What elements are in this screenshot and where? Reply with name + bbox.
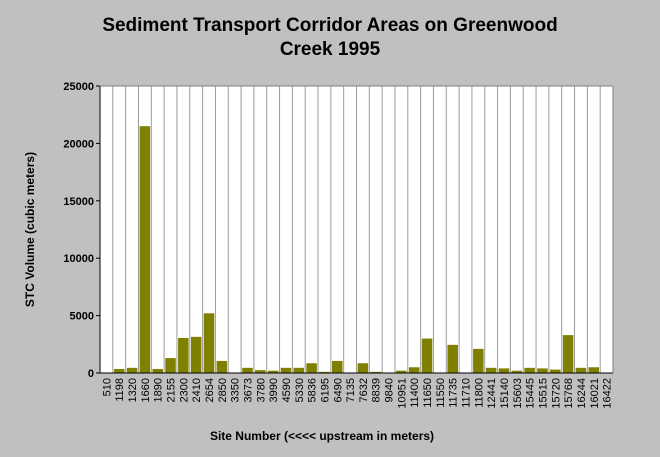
bar-16244: [575, 367, 587, 373]
x-tick-label: 15720: [550, 378, 562, 409]
x-tick-label: 11735: [448, 378, 460, 408]
bar-1320: [126, 367, 138, 373]
bar-2850: [216, 360, 228, 373]
x-tick-label: 6490: [332, 378, 344, 402]
bar-15140: [498, 368, 510, 373]
y-tick-label: 0: [88, 368, 94, 380]
x-tick-label: 2410: [191, 378, 203, 402]
x-tick-label: 16021: [589, 378, 601, 409]
x-tick-label: 12441: [486, 378, 498, 409]
bar-11800: [473, 348, 484, 373]
bar-10951: [396, 370, 407, 373]
bar-3990: [267, 370, 279, 373]
chart-title-line1: Sediment Transport Corridor Areas on Gre…: [102, 15, 558, 36]
bar-6195: [319, 371, 330, 373]
x-tick-label: 5836: [307, 378, 319, 402]
bar-2155: [165, 358, 176, 373]
y-axis-title: STC Volume (cubic meters): [23, 152, 37, 307]
bar-15515: [537, 368, 548, 373]
x-tick-label: 4590: [281, 378, 293, 402]
x-tick-label: 15603: [512, 378, 524, 409]
x-tick-label: 1320: [127, 378, 139, 402]
bar-15768: [562, 335, 574, 373]
x-tick-label: 2300: [178, 378, 190, 402]
bar-15445: [524, 367, 535, 373]
x-tick-label: 15768: [563, 378, 575, 409]
bar-1890: [152, 368, 163, 373]
x-axis-title: Site Number (<<<< upstream in meters): [210, 429, 434, 443]
bar-12441: [485, 367, 497, 373]
x-tick-label: 5330: [294, 378, 306, 402]
y-tick-label: 25000: [63, 81, 94, 93]
x-tick-label: 8839: [371, 378, 383, 402]
x-tick-label: 1198: [114, 378, 126, 402]
x-tick-label: 6195: [319, 378, 331, 402]
x-tick-label: 16422: [602, 378, 614, 409]
bar-15720: [550, 369, 561, 373]
y-tick-label: 20000: [63, 138, 94, 150]
bar-2300: [178, 337, 189, 373]
chart-title-line2: Creek 1995: [279, 39, 381, 60]
bar-6490: [332, 360, 343, 373]
x-tick-label: 1660: [140, 378, 152, 402]
x-tick-label: 11710: [461, 378, 473, 408]
x-tick-label: 510: [101, 378, 113, 396]
x-tick-label: 15515: [537, 378, 549, 409]
bar-15603: [511, 370, 523, 373]
bar-16021: [588, 367, 600, 373]
y-tick-label: 10000: [63, 253, 94, 265]
x-tick-label: 7135: [345, 378, 357, 402]
bar-2410: [190, 336, 202, 373]
x-tick-label: 2155: [166, 378, 178, 402]
x-tick-label: 7632: [358, 378, 370, 402]
bar-5330: [293, 367, 305, 373]
x-tick-label: 15140: [499, 378, 511, 409]
bar-2654: [203, 313, 215, 373]
x-tick-label: 11650: [422, 378, 434, 408]
x-tick-label: 3673: [242, 378, 254, 402]
x-tick-label: 11550: [435, 378, 447, 408]
bar-5836: [306, 363, 317, 373]
x-tick-label: 11400: [409, 378, 421, 408]
bar-3780: [255, 370, 266, 373]
x-tick-label: 2850: [217, 378, 229, 402]
x-tick-label: 11800: [473, 378, 485, 408]
x-tick-label: 1890: [153, 378, 165, 402]
bar-3673: [242, 367, 253, 373]
x-tick-label: 3780: [255, 378, 267, 402]
bar-11400: [408, 367, 420, 373]
y-tick-label: 5000: [70, 311, 94, 323]
bar-11735: [447, 344, 458, 373]
bar-4590: [280, 367, 292, 373]
bar-11650: [421, 338, 433, 373]
x-tick-label: 10951: [396, 378, 408, 409]
chart-title: Sediment Transport Corridor Areas on Gre…: [0, 14, 660, 62]
bar-7632: [357, 363, 369, 373]
bar-1660: [139, 126, 151, 374]
y-tick-label: 15000: [63, 196, 94, 208]
x-tick-label: 2654: [204, 378, 216, 402]
bar-1198: [113, 368, 125, 373]
bar-8839: [370, 371, 381, 373]
x-tick-label: 3350: [230, 378, 242, 402]
x-tick-label: 9840: [384, 378, 396, 402]
x-tick-label: 3990: [268, 378, 280, 402]
x-tick-label: 16244: [576, 378, 588, 409]
x-tick-label: 15445: [525, 378, 537, 409]
